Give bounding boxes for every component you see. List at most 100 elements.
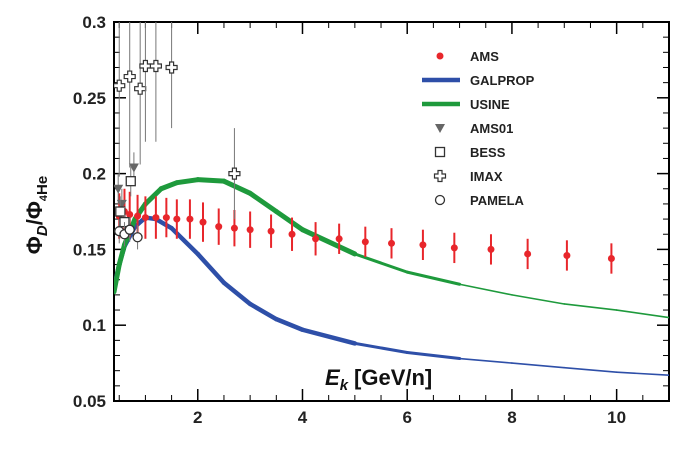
ams-point (563, 251, 571, 259)
usine-curve-segment (353, 252, 409, 274)
ams01-point (116, 199, 127, 209)
bess-point (434, 146, 446, 158)
galprop-curve-segment (247, 301, 279, 322)
galprop-curve-segment (511, 362, 566, 369)
galprop-curve-segment (353, 341, 409, 354)
imax-point (139, 59, 152, 73)
x-tick-label: 6 (402, 408, 411, 427)
usine-curve-segment (142, 186, 164, 207)
ams-point (173, 215, 181, 223)
usine-curve-segment (615, 309, 669, 319)
imax-point (134, 82, 147, 95)
ams-point (436, 52, 444, 60)
legend-label-usine: USINE (470, 97, 510, 112)
usine-curve-segment (174, 177, 201, 186)
pamela-point (132, 232, 143, 243)
y-tick-label: 0.1 (82, 316, 106, 335)
y-axis-title: ΦD/Φ4He (22, 176, 51, 254)
plot-frame (113, 21, 670, 402)
y-tick-label: 0.15 (73, 240, 106, 259)
legend-label-pamela: PAMELA (470, 193, 525, 208)
legend-swatch-imax (433, 169, 447, 183)
ams-point (335, 235, 343, 243)
bess-point (125, 176, 136, 187)
legend-label-ams01: AMS01 (470, 121, 513, 136)
ams-point (162, 214, 170, 222)
usine-curve-segment (458, 283, 513, 296)
galprop-curve-segment (300, 327, 358, 346)
imax-point (165, 61, 178, 74)
ams-point (126, 211, 134, 219)
pamela-point (124, 224, 135, 235)
ams-point (361, 238, 369, 246)
galprop-curve-segment (615, 371, 669, 377)
legend-label-imax: IMAX (470, 169, 503, 184)
usine-curve-segment (221, 178, 253, 196)
ams-point (230, 224, 238, 232)
model-curves (114, 177, 669, 377)
pamela-point (434, 194, 446, 206)
ams01-point (114, 184, 124, 194)
usine-curve-segment (114, 262, 122, 295)
plot-area: 2 4 6 8 10 0.05 0.1 0.15 0.2 0.25 0.3 (73, 13, 670, 427)
bess-point (115, 206, 126, 217)
galprop-curve-segment (458, 357, 513, 364)
galprop-curve-segment (274, 316, 305, 332)
ams-point (524, 250, 532, 258)
legend: AMS GALPROP USINE AMS01 BESS IMAX PAMELA (422, 49, 535, 208)
usine-curve-segment (273, 209, 305, 233)
ams-point (312, 235, 320, 243)
usine-curve-segment (299, 227, 358, 257)
ams-point (199, 218, 207, 226)
x-tick-label: 8 (507, 408, 516, 427)
axis-ticks (114, 21, 670, 402)
y-tick-label: 0.05 (73, 392, 106, 411)
legend-label-ams: AMS (470, 49, 499, 64)
usine-curve-segment (116, 242, 127, 268)
ams-point (186, 215, 194, 223)
ams-point (419, 241, 427, 249)
galprop-curve-segment (221, 280, 253, 307)
galprop-curve-segment (405, 350, 462, 361)
legend-label-bess: BESS (470, 145, 506, 160)
usine-curve-segment (247, 190, 279, 214)
galprop-curve-segment (195, 251, 227, 286)
data-points (114, 22, 615, 274)
y-tick-label: 0.25 (73, 89, 106, 108)
usine-curve-segment (158, 180, 180, 192)
y-tick-label: 0.3 (82, 13, 106, 32)
ams-point (152, 214, 160, 222)
x-axis-symbol: E (325, 365, 341, 390)
galprop-curve-segment (153, 216, 174, 231)
legend-swatch-bess (434, 146, 446, 158)
x-tick-label: 4 (298, 408, 308, 427)
legend-swatch-pamela (434, 194, 446, 206)
svg-text:ΦD/Φ4He: ΦD/Φ4He (22, 176, 51, 254)
x-tick-label: 10 (607, 408, 626, 427)
legend-label-galprop: GALPROP (470, 73, 535, 88)
imax-point (114, 79, 126, 92)
usine-curve-segment (563, 303, 618, 311)
x-axis-title: Ek [GeV/n] (325, 365, 432, 394)
ams-point (288, 230, 296, 238)
imax-point (228, 167, 241, 180)
ams-point (388, 239, 395, 247)
x-axis-units: [GeV/n] (354, 365, 432, 390)
tick-labels: 2 4 6 8 10 0.05 0.1 0.15 0.2 0.25 0.3 (73, 13, 626, 427)
usine-curve-segment (511, 294, 566, 305)
ams-point (215, 223, 223, 231)
ams-point (267, 227, 275, 235)
ams-point (141, 214, 149, 222)
ams-point (450, 244, 458, 252)
ams-point (134, 212, 142, 220)
imax-point (123, 70, 136, 83)
ams01-point (435, 124, 445, 133)
galprop-curve-segment (563, 366, 618, 373)
usine-curve-segment (195, 177, 227, 184)
imax-point (433, 169, 447, 183)
y-tick-label: 0.2 (82, 165, 106, 184)
ams-point (246, 226, 254, 234)
imax-point (149, 59, 162, 73)
ams-point (487, 245, 495, 253)
